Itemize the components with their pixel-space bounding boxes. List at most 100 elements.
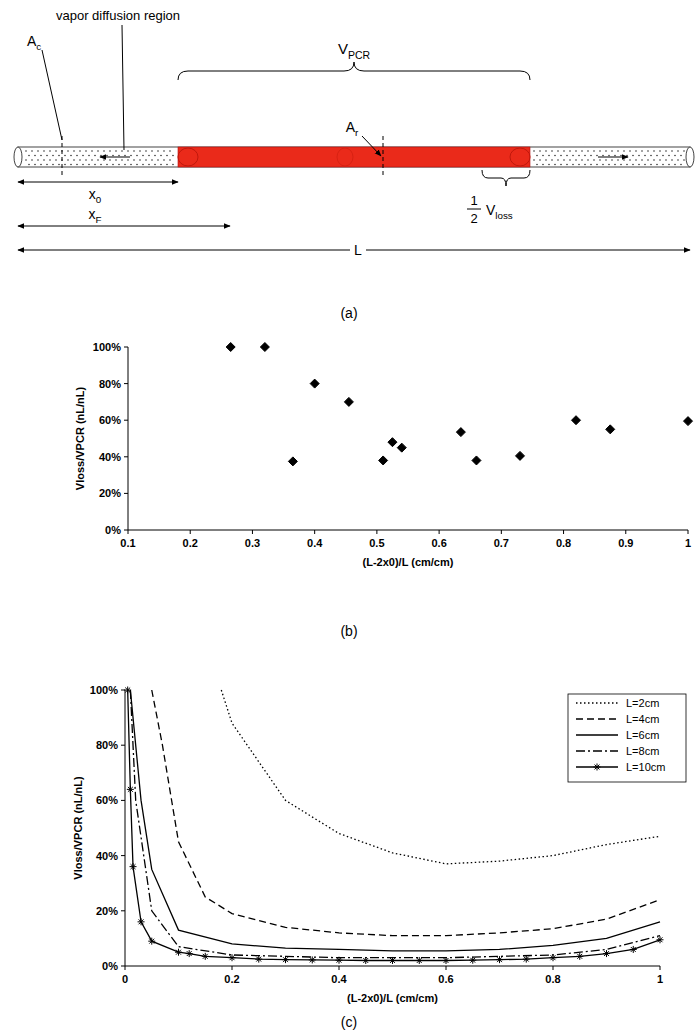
x-tick: [660, 966, 661, 970]
marker-star: [124, 687, 131, 694]
x-tick-label: 0.7: [494, 537, 509, 549]
vapor-dot: [103, 150, 105, 152]
marker-star: [175, 949, 182, 956]
vapor-dot: [127, 159, 129, 161]
x-tick-label: 0.2: [183, 537, 198, 549]
marker-diamond: [226, 343, 235, 352]
vapor-dot: [560, 155, 562, 157]
label-vloss-sub: loss: [495, 210, 513, 221]
x-tick-label: 0.3: [245, 537, 260, 549]
x-tick: [439, 530, 440, 534]
vapor-dot: [554, 164, 556, 166]
y-axis: [128, 347, 129, 530]
vapor-dot: [581, 150, 583, 152]
chart: 0%20%40%60%80%100%00.20.40.60.81(L-2x0)/…: [72, 684, 686, 1004]
marker-star: [229, 954, 236, 961]
vapor-dot: [560, 164, 562, 166]
vapor-dot: [169, 159, 171, 161]
vapor-dot: [668, 155, 670, 157]
vapor-dot: [674, 155, 676, 157]
x-axis: [128, 530, 688, 531]
y-tick-label: 40%: [99, 451, 121, 463]
x-axis: [125, 966, 660, 967]
x-tick-label: 0.9: [618, 537, 633, 549]
vapor-dot: [653, 159, 655, 161]
marker-star: [130, 863, 137, 870]
vapor-dot: [674, 164, 676, 166]
legend: L=2cmL=4cmL=6cmL=8cmL=10cm: [568, 694, 686, 782]
x-tick-label: 0.1: [120, 537, 135, 549]
vapor-dot: [653, 150, 655, 152]
vapor-dot: [124, 155, 126, 157]
vapor-dot: [638, 164, 640, 166]
vapor-dot: [157, 159, 159, 161]
vapor-dot: [536, 164, 538, 166]
x-tick-label: 1: [657, 973, 663, 985]
vapor-label: vapor diffusion region: [56, 8, 180, 23]
x-tick: [376, 530, 377, 534]
fraction-numerator: 1: [470, 193, 477, 208]
y-tick: [121, 966, 125, 967]
vapor-dot: [112, 155, 114, 157]
y-tick: [124, 530, 128, 531]
vapor-dot: [115, 150, 117, 152]
vapor-dot: [82, 155, 84, 157]
vapor-dot: [626, 164, 628, 166]
vapor-dot: [593, 159, 595, 161]
y-tick-label: 100%: [90, 684, 118, 696]
vapor-dot: [67, 159, 69, 161]
vapor-dot: [617, 150, 619, 152]
x-tick-label: 0.6: [438, 973, 453, 985]
marker-diamond: [516, 451, 525, 460]
vapor-dot: [34, 155, 36, 157]
vapor-dot: [151, 150, 153, 152]
vapor-dot: [665, 150, 667, 152]
vapor-dot: [596, 155, 598, 157]
brace: [482, 170, 530, 186]
vapor-dot: [659, 150, 661, 152]
label-ac: Ac: [27, 33, 41, 52]
vapor-dot: [163, 150, 165, 152]
vapor-dot: [611, 159, 613, 161]
vapor-dot: [545, 159, 547, 161]
y-tick-label: 0%: [102, 960, 118, 972]
vapor-dot: [58, 164, 60, 166]
pcr-sample: [178, 147, 530, 167]
x-tick-label: 0.6: [431, 537, 446, 549]
vapor-dot: [584, 164, 586, 166]
legend-swatch: [576, 734, 618, 735]
vapor-dot: [148, 155, 150, 157]
marker-diamond: [288, 457, 297, 466]
vapor-dot: [557, 150, 559, 152]
vapor-dot: [671, 159, 673, 161]
legend-label: L=6cm: [626, 729, 659, 741]
label-vpcr-main: V: [338, 40, 348, 57]
vapor-dot: [635, 159, 637, 161]
vapor-dot: [82, 164, 84, 166]
label-x0-sub: 0: [96, 194, 102, 205]
vapor-dot: [70, 164, 72, 166]
vapor-dot: [602, 164, 604, 166]
marker-star: [362, 957, 369, 964]
vapor-dot: [644, 155, 646, 157]
y-tick: [124, 456, 128, 457]
label-bg: [350, 240, 366, 258]
vapor-dot: [608, 164, 610, 166]
vapor-dot: [635, 150, 637, 152]
leader-line: [122, 25, 124, 150]
y-tick-label: 20%: [96, 905, 118, 917]
vapor-dot: [40, 155, 42, 157]
label-l: L: [354, 242, 362, 258]
y-tick-label: 20%: [99, 487, 121, 499]
vapor-dot: [139, 150, 141, 152]
vapor-dot: [91, 159, 93, 161]
vapor-dot: [112, 164, 114, 166]
y-tick-label: 60%: [99, 414, 121, 426]
vapor-dot: [145, 159, 147, 161]
marker-star: [127, 786, 134, 793]
vapor-dot: [647, 159, 649, 161]
x-tick: [125, 966, 126, 970]
x-tick: [339, 966, 340, 970]
vapor-dot: [52, 155, 54, 157]
vapor-dot: [566, 155, 568, 157]
